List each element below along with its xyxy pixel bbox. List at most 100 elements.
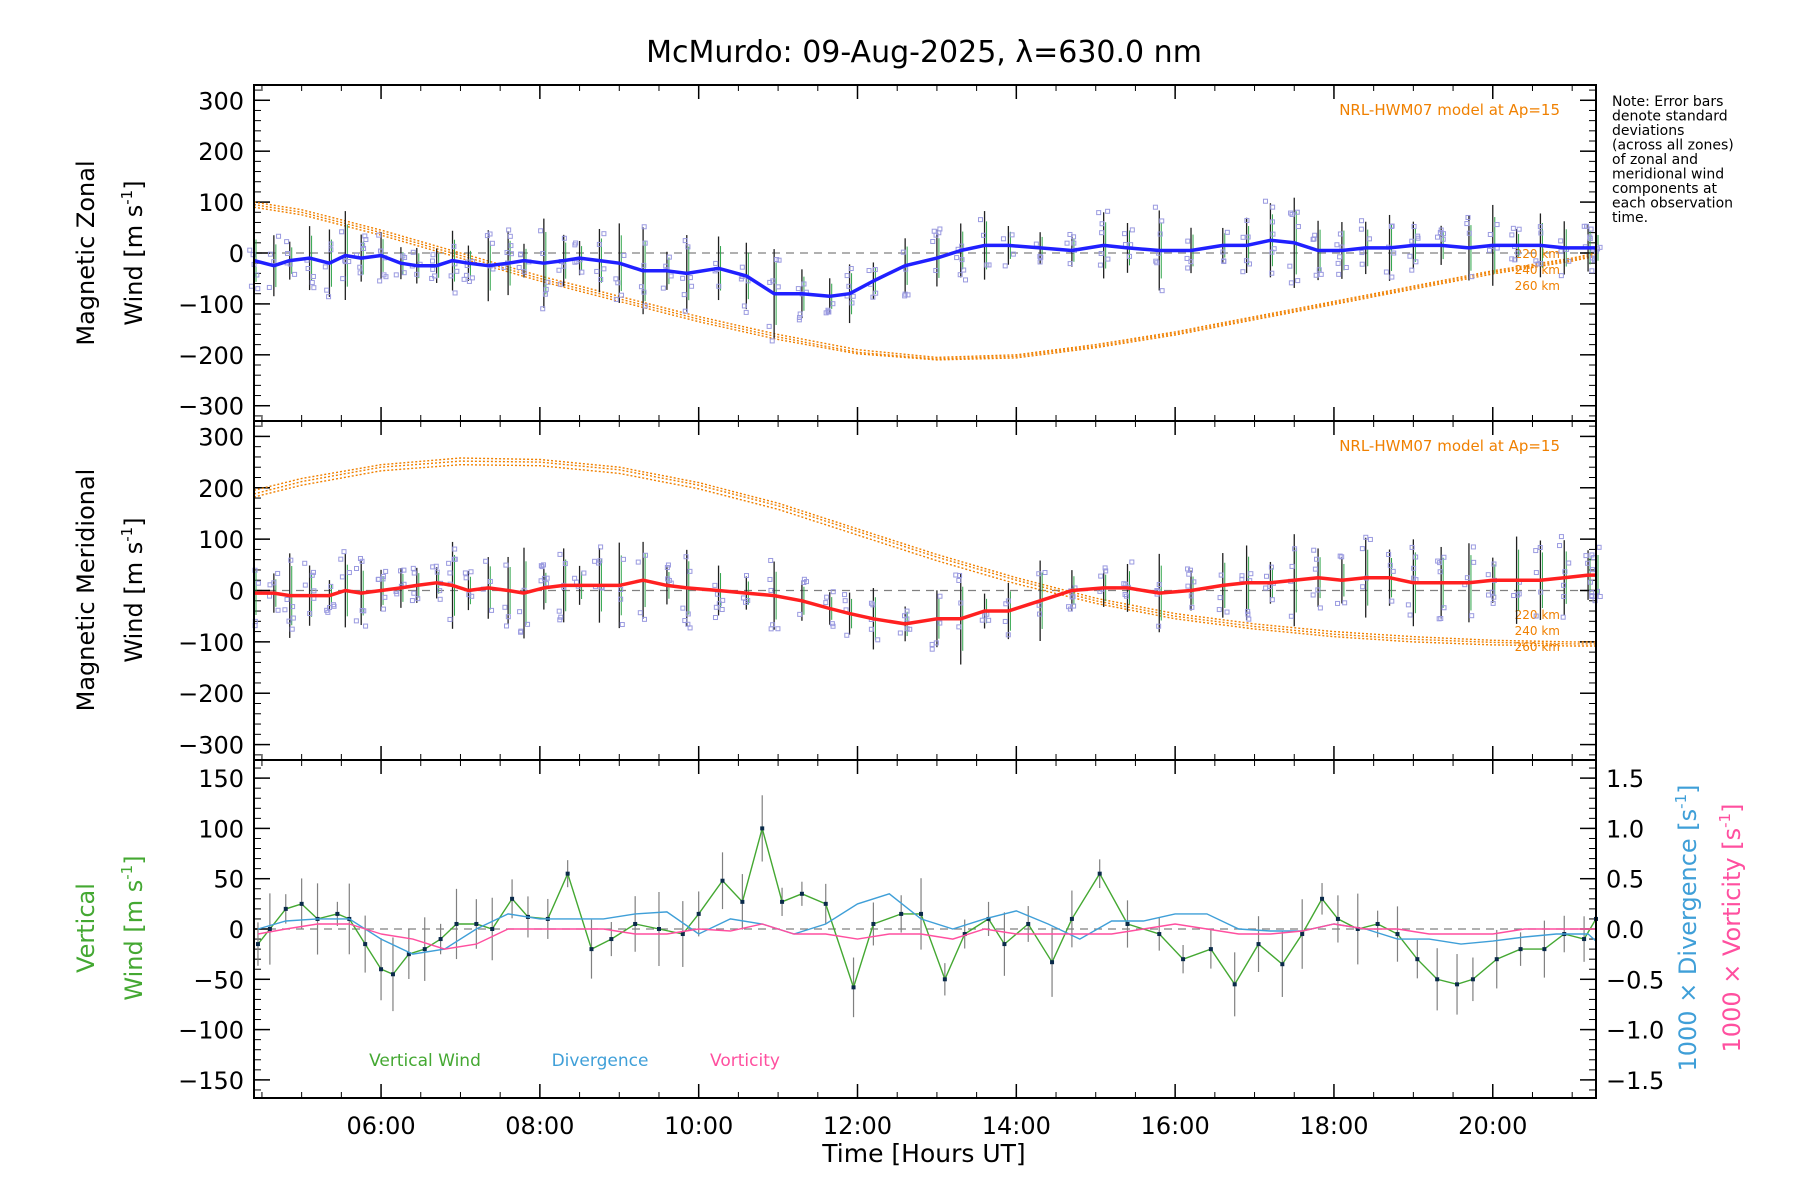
scatter-point [1263, 573, 1269, 579]
scatter-point [1067, 261, 1073, 267]
scatter-point [744, 573, 750, 579]
scatter-point [556, 267, 562, 273]
scatter-point [302, 582, 308, 588]
y-tick-label: 0 [229, 916, 244, 944]
scatter-point [929, 641, 935, 647]
scatter-point [929, 646, 935, 652]
scatter-point [1289, 211, 1295, 217]
right-y-tick-label: −1.0 [1606, 1017, 1664, 1045]
scatter-point [1589, 567, 1595, 573]
scatter-point [1491, 561, 1497, 567]
scatter-point [875, 637, 881, 643]
scatter-point [618, 596, 624, 602]
scatter-point [353, 618, 359, 624]
scatter-point [933, 232, 939, 238]
scatter-point [830, 623, 836, 629]
scatter-point [981, 232, 987, 238]
scatter-point [579, 269, 585, 275]
scatter-point [1010, 251, 1016, 257]
scatter-point [1538, 589, 1544, 595]
scatter-point [1562, 569, 1568, 575]
scatter-point [830, 589, 836, 595]
scatter-point [487, 578, 493, 584]
scatter-point [1246, 616, 1252, 622]
divergence-right-label: 1000 × Divergence [s-1] [1672, 784, 1702, 1071]
scatter-point [767, 279, 773, 285]
vertical-wind-point [283, 906, 288, 911]
vertical-wind-point [962, 932, 967, 937]
scatter-point [1584, 223, 1590, 229]
scatter-point [1288, 280, 1294, 286]
scatter-point [545, 279, 551, 285]
scatter-point [1288, 613, 1294, 619]
scatter-point [247, 247, 253, 253]
scatter-point [1561, 582, 1567, 588]
scatter-point [1245, 608, 1251, 614]
scatter-point [1538, 230, 1544, 236]
scatter-point [1386, 552, 1392, 558]
scatter-point [1216, 607, 1222, 613]
scatter-point [1471, 559, 1477, 565]
scatter-point [1337, 231, 1343, 237]
scatter-point [1159, 288, 1165, 294]
scatter-point [1038, 254, 1044, 260]
scatter-point [466, 278, 472, 284]
model-curve-0 [253, 201, 1597, 359]
vertical-wind-point [299, 901, 304, 906]
y-tick-label: −150 [178, 1067, 244, 1095]
scatter-point [873, 290, 879, 296]
scatter-point [410, 565, 416, 571]
scatter-point [1102, 565, 1108, 571]
scatter-point [1103, 568, 1109, 574]
scatter-point [774, 257, 780, 263]
scatter-point [1310, 592, 1316, 598]
scatter-point [1407, 612, 1413, 618]
scatter-point [275, 570, 281, 576]
scatter-point [1407, 253, 1413, 259]
scatter-point [1009, 232, 1015, 238]
scatter-point [1154, 260, 1160, 266]
vertical-wind-point [1415, 957, 1420, 962]
scatter-point [1294, 209, 1300, 215]
scatter-point [1597, 593, 1603, 599]
scatter-point [842, 592, 848, 598]
scatter-point [556, 608, 562, 614]
model-label: NRL-HWM07 model at Ap=15 [1339, 101, 1560, 119]
scatter-point [1269, 270, 1275, 276]
scatter-point [1123, 593, 1129, 599]
scatter-point [310, 273, 316, 279]
scatter-point [285, 250, 291, 256]
scatter-point [1589, 268, 1595, 274]
scatter-point [561, 263, 567, 269]
scatter-point [739, 264, 745, 270]
vertical-wind-point [1455, 982, 1460, 987]
scatter-point [1245, 234, 1251, 240]
scatter-point [326, 294, 332, 300]
scatter-point [594, 268, 600, 274]
scatter-point [635, 559, 641, 565]
scatter-point [743, 309, 749, 315]
scatter-point [846, 283, 852, 289]
scatter-point [1437, 230, 1443, 236]
right-y-tick-label: 1.5 [1606, 765, 1644, 793]
scatter-point [1189, 604, 1195, 610]
model-curve-2 [253, 206, 1597, 361]
scatter-point [685, 244, 691, 250]
scatter-point [741, 303, 747, 309]
scatter-point [1071, 240, 1077, 246]
vertical-wind-point [363, 942, 368, 947]
scatter-point [1316, 267, 1322, 273]
scatter-point [795, 286, 801, 292]
scatter-point [1218, 572, 1224, 578]
scatter-point [720, 597, 726, 603]
scatter-point [1558, 238, 1564, 244]
scatter-point [801, 579, 807, 585]
scatter-point [716, 283, 722, 289]
vertical-wind-point [1542, 947, 1547, 952]
scatter-point [1485, 572, 1491, 578]
scatter-point [979, 617, 985, 623]
vertical-wind-point [474, 921, 479, 926]
vertical-wind-point [335, 911, 340, 916]
scatter-point [1511, 593, 1517, 599]
